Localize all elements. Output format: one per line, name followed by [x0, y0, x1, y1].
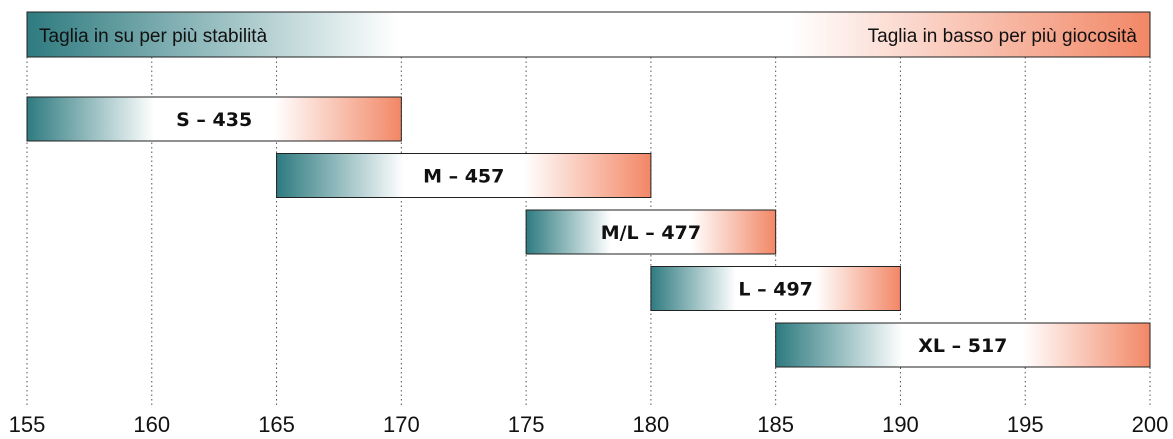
range-bar-label-1: M – 457 — [423, 166, 504, 188]
range-bar-1 — [276, 153, 652, 198]
range-bar-label-4: XL – 517 — [918, 335, 1007, 357]
x-tick-label-9: 200 — [1132, 412, 1169, 437]
range-bar-0 — [26, 96, 402, 142]
x-tick-label-1: 160 — [133, 412, 170, 437]
x-tick-label-3: 170 — [383, 412, 420, 437]
range-bar-2 — [525, 209, 777, 255]
banner: Taglia in su per più stabilità Taglia in… — [26, 11, 1151, 58]
x-tick-label-7: 190 — [882, 412, 919, 437]
banner-right-text: Taglia in basso per più giocosità — [868, 26, 1138, 47]
range-bar-3 — [650, 266, 901, 311]
range-bar-label-3: L – 497 — [738, 279, 813, 301]
x-tick-label-8: 195 — [1007, 412, 1044, 437]
range-bar-label-2: M/L – 477 — [601, 222, 701, 244]
range-bar-4 — [775, 322, 1151, 368]
range-bars: S – 435 M – 457 M/L – 477 L – 497 XL – 517 — [26, 96, 1151, 368]
x-tick-label-6: 185 — [757, 412, 794, 437]
x-tick-label-2: 165 — [258, 412, 295, 437]
banner-left-text: Taglia in su per più stabilità — [39, 26, 268, 47]
x-tick-label-5: 180 — [633, 412, 670, 437]
x-axis-ticks: 155 160 165 170 175 180 185 190 195 200 — [9, 412, 1169, 437]
range-bar-label-0: S – 435 — [176, 109, 252, 131]
x-tick-label-0: 155 — [9, 412, 46, 437]
x-tick-label-4: 175 — [508, 412, 545, 437]
banner-gradient — [26, 11, 1151, 58]
